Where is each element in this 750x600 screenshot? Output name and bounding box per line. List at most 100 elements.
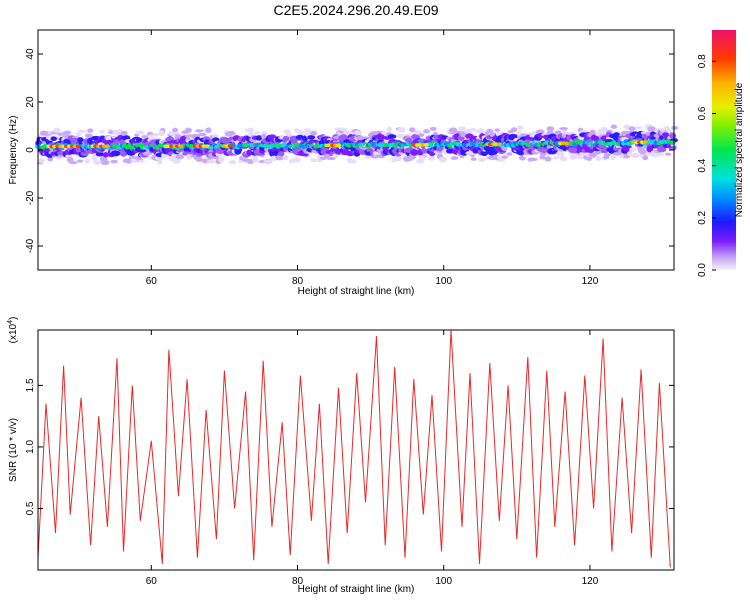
heatmap-cell [91,156,98,162]
heatmap-cell [93,160,102,165]
heatmap-cell [610,154,617,161]
spectrogram-ytick-label: -40 [25,238,36,253]
heatmap-cell [172,127,179,133]
heatmap-cell [125,159,132,164]
heatmap-peak [423,143,429,147]
heatmap-cell [506,152,513,156]
heatmap-cell [120,135,131,141]
heatmap-cell [418,133,425,137]
heatmap-cell [356,135,365,141]
heatmap-cell [427,155,436,161]
heatmap-cell [157,159,163,165]
heatmap-cell [669,132,677,139]
heatmap-cell [515,149,524,155]
spectrogram-ytick-label: 40 [25,48,36,60]
heatmap-cell [205,127,212,133]
heatmap-cell [141,135,148,139]
heatmap-cell [559,156,568,162]
heatmap-cell [588,152,597,158]
colorbar-tick-label: 0.2 [697,210,708,224]
heatmap-cell [135,137,143,143]
colorbar-tick-label: 0.8 [697,54,708,68]
heatmap-cell [386,126,393,133]
heatmap-cell [595,155,602,161]
snr-xtick-label: 80 [292,576,304,587]
snr-series-line [37,329,671,568]
heatmap-cell [510,127,518,133]
heatmap-peak [642,140,649,144]
heatmap-cell [310,130,317,136]
heatmap-cell [226,130,236,136]
heatmap-cell [600,127,608,133]
heatmap-cell [546,126,555,132]
heatmap-cell [631,152,640,159]
snr-frame [37,329,675,571]
snr-multiplier: (x104) [7,317,19,344]
heatmap-cell [438,156,448,163]
colorbar-label: Normalized spectral amplitude [734,82,745,217]
heatmap-cell [421,147,428,154]
heatmap-cell [206,159,216,164]
heatmap-cell [346,150,355,157]
heatmap-cell [665,152,672,156]
heatmap-cell [635,126,643,130]
spectrogram-panel: 60 80 100 120 -40 -20 0 20 40 Height of straight… [8,29,679,297]
heatmap-cell [457,126,467,132]
spectrogram-ytick-label: 0 [25,147,36,153]
heatmap-cell [100,160,110,166]
heatmap-cell [195,157,204,162]
heatmap-peak [75,144,81,149]
heatmap-cell [410,149,419,156]
heatmap-cell [623,124,631,130]
heatmap-cell [646,145,654,153]
heatmap-cell [418,155,426,161]
heatmap-cell [494,128,501,132]
heatmap-cell [110,150,121,157]
heatmap-cell [589,129,596,136]
heatmap-cell [343,130,351,135]
spectrogram-xtick-label: 60 [146,276,158,287]
heatmap-cell [478,157,486,163]
heatmap-cell [282,154,289,161]
heatmap-peak [227,144,233,148]
heatmap-cell [137,159,145,163]
heatmap-cell [212,133,219,139]
heatmap-cell [277,151,285,157]
snr-ytick-label: 1.0 [25,440,36,454]
heatmap-cell [671,125,679,131]
heatmap-cell [539,155,546,160]
snr-xtick-label: 100 [435,576,452,587]
heatmap-cell [184,127,192,134]
heatmap-cell [603,155,610,160]
heatmap-cell [470,157,477,161]
heatmap-cell [407,154,417,160]
heatmap-cell [528,157,538,162]
heatmap-cell [292,157,301,163]
heatmap-cell [136,130,145,135]
heatmap-cell [87,128,94,133]
colorbar-tick-label: 0.0 [697,263,708,277]
heatmap-cell [594,150,602,155]
heatmap-cell [50,136,58,142]
heatmap-cell [610,124,618,129]
heatmap-cell [364,155,373,159]
heatmap-cell [517,125,524,130]
snr-xlabel: Height of straight line (km) [298,584,415,595]
heatmap-cell [655,153,665,157]
spectrogram-xtick-label: 80 [292,276,304,287]
heatmap-cell [665,128,672,133]
snr-ylabel: SNR (10 * v/v) [8,418,19,482]
spectrogram-ytick-label: -20 [25,190,36,205]
heatmap-cell [669,146,677,151]
heatmap-peak [563,141,570,146]
heatmap-cell [478,128,485,134]
heatmap-peak [177,144,184,149]
heatmap-cell [47,156,54,162]
heatmap-cell [105,135,113,142]
heatmap-cell [339,127,348,132]
snr-ytick-label: 1.5 [25,378,36,392]
heatmap-cell [347,159,357,164]
heatmap-cell [77,129,87,133]
heatmap-cell [66,156,74,163]
heatmap-peak [204,144,210,148]
